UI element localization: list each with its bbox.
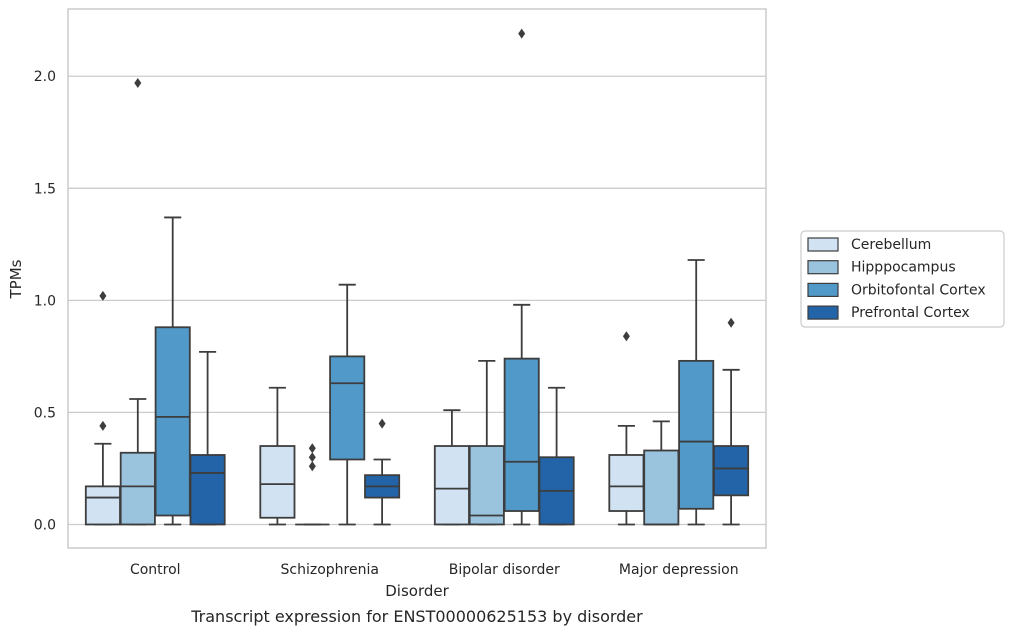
box-group — [678, 259, 715, 526]
box — [154, 326, 191, 517]
figure-caption: Transcript expression for ENST0000062515… — [190, 607, 643, 626]
x-tick-label: Control — [130, 562, 181, 578]
box-group — [154, 216, 191, 526]
box — [643, 449, 680, 526]
box-group — [433, 409, 470, 526]
box — [713, 445, 750, 497]
legend-item: Cerebellum — [807, 237, 931, 253]
plot-area — [84, 28, 750, 526]
box — [608, 454, 645, 512]
x-tick-label: Bipolar disorder — [449, 562, 560, 578]
box — [433, 445, 470, 526]
outlier-point — [378, 418, 386, 429]
box — [468, 445, 505, 526]
legend-swatch — [807, 282, 839, 297]
outlier-point — [99, 290, 107, 301]
box — [678, 359, 715, 510]
y-tick-label: 0.5 — [34, 405, 56, 421]
box-group — [538, 386, 575, 526]
box — [503, 357, 540, 512]
y-tick-label: 0.0 — [34, 517, 56, 533]
box-group — [189, 350, 226, 526]
box — [329, 355, 366, 461]
outlier-point — [518, 28, 526, 39]
x-tick-label: Major depression — [619, 562, 739, 578]
box-group — [643, 420, 680, 526]
legend-item: Prefrontal Cortex — [807, 305, 970, 321]
box-group — [259, 386, 296, 526]
y-axis-title: TPMs — [7, 259, 25, 299]
box-group — [119, 77, 156, 526]
x-axis-title: Disorder — [385, 582, 449, 600]
legend-swatch — [807, 305, 839, 320]
y-tick-label: 2.0 — [34, 69, 56, 85]
outlier-point — [99, 420, 107, 431]
outlier-point — [622, 331, 630, 342]
legend-label: Prefrontal Cortex — [851, 305, 970, 321]
x-tick-label: Schizophrenia — [281, 562, 379, 578]
y-tick-label: 1.0 — [34, 293, 56, 309]
outlier-point — [134, 77, 142, 88]
outlier-point — [308, 461, 316, 472]
outlier-point — [727, 317, 735, 328]
box — [259, 445, 296, 519]
box — [119, 451, 156, 526]
legend-swatch — [807, 260, 839, 275]
x-axis-ticks: Control Schizophrenia Bipolar disorder Majo… — [130, 562, 739, 578]
box — [189, 454, 226, 526]
box — [84, 485, 121, 526]
legend-label: Orbitofontal Cortex — [851, 282, 986, 298]
box-group — [468, 359, 505, 526]
legend-label: Hipppocampus — [851, 260, 956, 276]
box-group — [713, 317, 750, 526]
box-group — [329, 283, 366, 526]
legend: Cerebellum Hipppocampus Orbitofontal Corte… — [800, 230, 1005, 328]
outlier-point — [308, 452, 316, 463]
outlier-point — [308, 443, 316, 454]
y-axis-ticks: 0.0 0.5 1.0 1.5 2.0 — [34, 69, 56, 533]
legend-item: Hipppocampus — [807, 260, 956, 276]
box-group — [364, 418, 401, 526]
y-tick-label: 1.5 — [34, 181, 56, 197]
legend-swatch — [807, 237, 839, 252]
box-group — [295, 443, 330, 526]
legend-frame — [800, 230, 1005, 328]
legend-item: Orbitofontal Cortex — [807, 282, 986, 298]
box-group — [503, 28, 540, 526]
box-group — [84, 290, 121, 526]
plot-frame — [67, 8, 767, 549]
legend-label: Cerebellum — [851, 237, 931, 253]
